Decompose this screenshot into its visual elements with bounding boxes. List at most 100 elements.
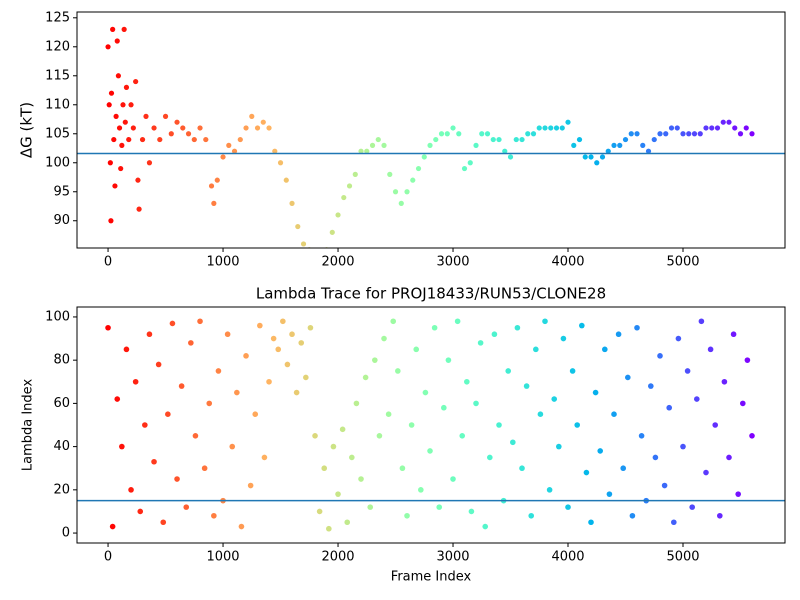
point (445, 357, 452, 363)
y-tick-label: 95 (53, 184, 70, 199)
point (183, 504, 190, 510)
point (404, 189, 410, 195)
point (111, 136, 117, 143)
point (720, 119, 726, 125)
point (680, 443, 686, 450)
point (211, 200, 217, 206)
point (293, 389, 300, 396)
point (132, 378, 139, 385)
point (224, 331, 231, 338)
point (142, 422, 148, 428)
point (399, 465, 406, 472)
point (372, 357, 378, 363)
point (215, 368, 222, 374)
point (732, 125, 738, 131)
point (583, 469, 590, 476)
point (321, 465, 328, 472)
y-tick-label: 115 (45, 68, 70, 83)
point (620, 465, 627, 472)
point (358, 148, 364, 154)
point (344, 519, 351, 526)
point (694, 396, 700, 402)
y-tick-label: 100 (45, 155, 70, 170)
point (298, 340, 305, 346)
point (638, 433, 645, 439)
point (116, 125, 123, 131)
point (272, 148, 278, 154)
y-axis-label: ΔG (kT) (18, 102, 36, 158)
point (375, 136, 381, 143)
point (739, 400, 746, 407)
point (645, 148, 652, 154)
point (277, 160, 284, 166)
point (157, 136, 163, 143)
point (108, 218, 114, 224)
point (369, 142, 376, 148)
y-tick-label: 125 (45, 10, 70, 25)
point (136, 206, 142, 212)
point (456, 131, 462, 137)
point (192, 433, 199, 439)
point (559, 125, 565, 131)
point (625, 374, 631, 381)
y-tick-label: 90 (53, 213, 70, 228)
point (422, 389, 429, 396)
point (266, 125, 272, 131)
point (312, 433, 318, 439)
point (514, 324, 521, 331)
point (130, 125, 136, 131)
point (143, 113, 149, 119)
point (542, 125, 548, 131)
point (468, 508, 475, 515)
point (674, 125, 680, 131)
point (113, 113, 119, 119)
point (188, 340, 194, 346)
point (197, 125, 203, 131)
point (592, 389, 599, 396)
point (611, 142, 617, 148)
point (523, 383, 530, 389)
plot-area (77, 26, 785, 248)
point (254, 125, 261, 131)
axes-frame (76, 306, 786, 544)
point (349, 454, 355, 461)
point (162, 113, 169, 119)
point (252, 411, 259, 417)
point (438, 131, 445, 137)
point (560, 335, 567, 342)
point (284, 361, 291, 368)
point (648, 383, 654, 389)
point (459, 433, 466, 439)
y-tick-label: 105 (45, 126, 70, 141)
x-tick-label: 4000 (551, 550, 584, 565)
point (634, 131, 640, 137)
point (307, 324, 314, 331)
x-tick-label: 5000 (666, 550, 699, 565)
point (651, 136, 657, 143)
point (450, 125, 456, 131)
point (680, 131, 686, 137)
point (137, 508, 144, 515)
point (467, 160, 473, 166)
point (109, 523, 116, 530)
point (551, 396, 558, 402)
point (358, 476, 364, 482)
point (671, 519, 677, 526)
point (726, 119, 732, 125)
point (123, 84, 130, 90)
point (427, 448, 433, 454)
point (513, 136, 519, 143)
point (410, 177, 416, 183)
point (364, 148, 370, 154)
y-tick-label: 60 (53, 396, 70, 411)
y-tick-label: 110 (45, 97, 70, 112)
point (709, 125, 715, 131)
y-tick-label: 120 (45, 39, 70, 54)
point (569, 368, 576, 374)
point (362, 374, 369, 381)
point (473, 142, 479, 148)
point (537, 411, 544, 417)
point (657, 353, 663, 359)
point (602, 346, 608, 353)
